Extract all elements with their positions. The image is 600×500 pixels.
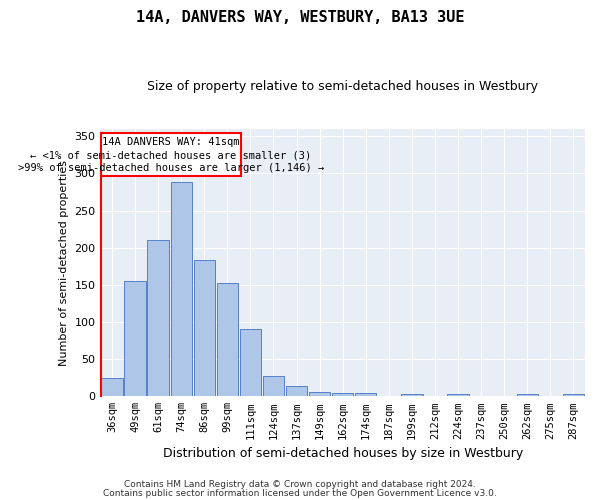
Bar [332, 392, 353, 396]
Bar [217, 284, 238, 397]
Bar [563, 394, 584, 396]
Bar [170, 182, 192, 396]
X-axis label: Distribution of semi-detached houses by size in Westbury: Distribution of semi-detached houses by … [163, 447, 523, 460]
Bar [101, 378, 122, 396]
Bar [286, 386, 307, 396]
Bar [148, 240, 169, 396]
Bar [194, 260, 215, 396]
Bar [355, 392, 376, 396]
Bar [124, 281, 146, 396]
Bar [309, 392, 330, 396]
Title: Size of property relative to semi-detached houses in Westbury: Size of property relative to semi-detach… [147, 80, 538, 93]
Bar [401, 394, 422, 396]
Text: >99% of semi-detached houses are larger (1,146) →: >99% of semi-detached houses are larger … [18, 163, 324, 173]
Text: ← <1% of semi-detached houses are smaller (3): ← <1% of semi-detached houses are smalle… [31, 150, 311, 160]
Text: 14A DANVERS WAY: 41sqm: 14A DANVERS WAY: 41sqm [102, 138, 240, 147]
Text: 14A, DANVERS WAY, WESTBURY, BA13 3UE: 14A, DANVERS WAY, WESTBURY, BA13 3UE [136, 10, 464, 25]
Bar [517, 394, 538, 396]
Y-axis label: Number of semi-detached properties: Number of semi-detached properties [59, 160, 69, 366]
Text: Contains HM Land Registry data © Crown copyright and database right 2024.: Contains HM Land Registry data © Crown c… [124, 480, 476, 489]
Bar [240, 328, 261, 396]
Bar [448, 394, 469, 396]
Text: Contains public sector information licensed under the Open Government Licence v3: Contains public sector information licen… [103, 489, 497, 498]
Bar [101, 132, 241, 176]
Bar [263, 376, 284, 396]
